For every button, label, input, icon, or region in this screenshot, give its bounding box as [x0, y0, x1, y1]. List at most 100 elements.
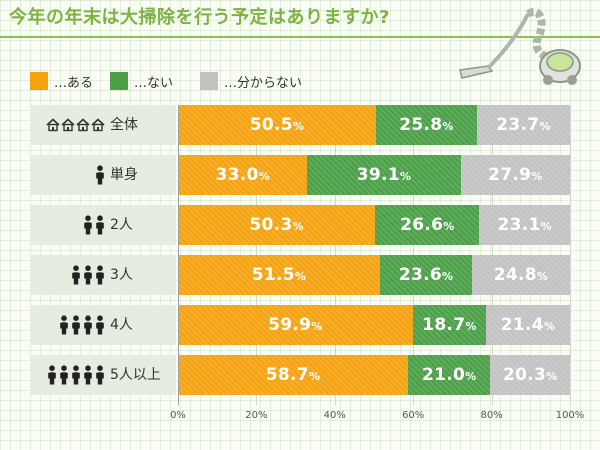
- x-tick-label: 60%: [402, 410, 425, 421]
- person-icon: [57, 315, 69, 335]
- person-icon: [93, 365, 105, 385]
- house-icon: [90, 118, 105, 132]
- category-label: 全体: [110, 117, 138, 133]
- bar-segment: 21.0%: [408, 355, 491, 395]
- row-icons: [81, 205, 105, 245]
- category-label: 5人以上: [110, 367, 161, 383]
- bar-segment: 51.5%: [178, 255, 380, 295]
- data-label: 24.8%: [493, 265, 549, 285]
- person-icon: [69, 315, 81, 335]
- data-label-unit: %: [539, 120, 551, 133]
- person-icon: [69, 365, 81, 385]
- person-icon: [93, 265, 105, 285]
- data-label-unit: %: [399, 170, 412, 183]
- data-label: 59.9%: [268, 315, 323, 335]
- person-icon: [81, 215, 93, 235]
- data-label-unit: %: [294, 270, 307, 283]
- data-label-unit: %: [540, 220, 552, 233]
- data-label-unit: %: [442, 120, 454, 133]
- bar-segment: 50.3%: [178, 205, 376, 245]
- legend-swatch-wakaranai: [200, 72, 218, 90]
- x-tick-label: 100%: [555, 410, 585, 421]
- gridline: [570, 105, 571, 405]
- category-label: 単身: [110, 167, 138, 183]
- category-label: 3人: [110, 267, 133, 283]
- person-icon: [93, 315, 105, 335]
- bar-segment: 23.6%: [379, 255, 473, 295]
- bar-segment: 59.9%: [178, 305, 413, 345]
- person-icon: [81, 365, 93, 385]
- house-icon: [60, 118, 75, 132]
- y-axis-line: [178, 105, 179, 405]
- data-label-unit: %: [531, 170, 543, 183]
- bar-segment: 58.7%: [178, 355, 409, 395]
- category-label: 2人: [110, 217, 133, 233]
- bar-segment: 50.5%: [178, 105, 376, 145]
- row-icons: [45, 105, 105, 145]
- x-tick-label: 0%: [170, 410, 186, 421]
- data-label: 27.9%: [488, 165, 543, 185]
- x-tick-label: 20%: [245, 410, 268, 421]
- row-icons: [45, 355, 105, 395]
- legend-item-nai: …ない: [110, 72, 174, 91]
- data-label: 33.0%: [215, 165, 270, 185]
- bar-segment: 27.9%: [460, 155, 570, 195]
- row-label-cell: 4人: [30, 305, 176, 345]
- data-label: 20.3%: [502, 365, 558, 385]
- title-divider: [0, 36, 600, 38]
- row-label-cell: 2人: [30, 205, 176, 245]
- category-label: 4人: [110, 317, 133, 333]
- legend-item-wakaranai: …分からない: [200, 72, 303, 91]
- bar-segment: 25.8%: [375, 105, 478, 145]
- row-label-cell: 3人: [30, 255, 176, 295]
- data-label: 21.0%: [422, 365, 477, 385]
- data-label-unit: %: [308, 370, 321, 383]
- legend-label-aru: …ある: [54, 75, 94, 91]
- data-label: 23.7%: [496, 115, 551, 135]
- data-label: 58.7%: [265, 365, 321, 385]
- bar-segment: 33.0%: [178, 155, 308, 195]
- data-label: 50.5%: [249, 115, 305, 135]
- bar-segment: 39.1%: [307, 155, 461, 195]
- house-icon: [45, 118, 60, 132]
- data-label: 51.5%: [251, 265, 307, 285]
- bar-segment: 23.7%: [477, 105, 570, 145]
- person-icon: [45, 365, 57, 385]
- row-label-cell: 単身: [30, 155, 176, 195]
- data-label: 18.7%: [422, 315, 477, 335]
- data-label-unit: %: [292, 220, 304, 233]
- bar-segment: 21.4%: [486, 305, 570, 345]
- chart-title: 今年の年末は大掃除を行う予定はありますか?: [9, 7, 390, 28]
- data-label-unit: %: [311, 320, 323, 333]
- legend-label-wakaranai: …分からない: [224, 75, 303, 91]
- data-label-unit: %: [465, 370, 477, 383]
- legend-label-nai: …ない: [134, 75, 174, 91]
- legend-item-aru: …ある: [30, 72, 94, 91]
- data-label-unit: %: [292, 120, 305, 133]
- data-label-unit: %: [258, 170, 270, 183]
- person-icon: [81, 315, 93, 335]
- person-icon: [57, 365, 69, 385]
- data-label-unit: %: [536, 270, 549, 283]
- person-icon: [69, 265, 81, 285]
- person-icon: [93, 165, 105, 185]
- bar-segment: 23.1%: [479, 205, 570, 245]
- data-label: 23.1%: [497, 215, 552, 235]
- data-label-unit: %: [465, 320, 477, 333]
- data-label-unit: %: [442, 270, 454, 283]
- legend-swatch-nai: [110, 72, 128, 90]
- vacuum-cleaner-icon: [459, 8, 581, 85]
- data-label: 26.6%: [400, 215, 455, 235]
- house-icon: [75, 118, 90, 132]
- bar-segment: 18.7%: [412, 305, 487, 345]
- data-label: 50.3%: [249, 215, 304, 235]
- person-icon: [81, 265, 93, 285]
- row-label-cell: 全体: [30, 105, 176, 145]
- bar-segment: 24.8%: [472, 255, 570, 295]
- data-label: 25.8%: [399, 115, 454, 135]
- data-label: 23.6%: [398, 265, 454, 285]
- data-label: 21.4%: [500, 315, 556, 335]
- row-icons: [93, 155, 105, 195]
- row-icons: [57, 305, 105, 345]
